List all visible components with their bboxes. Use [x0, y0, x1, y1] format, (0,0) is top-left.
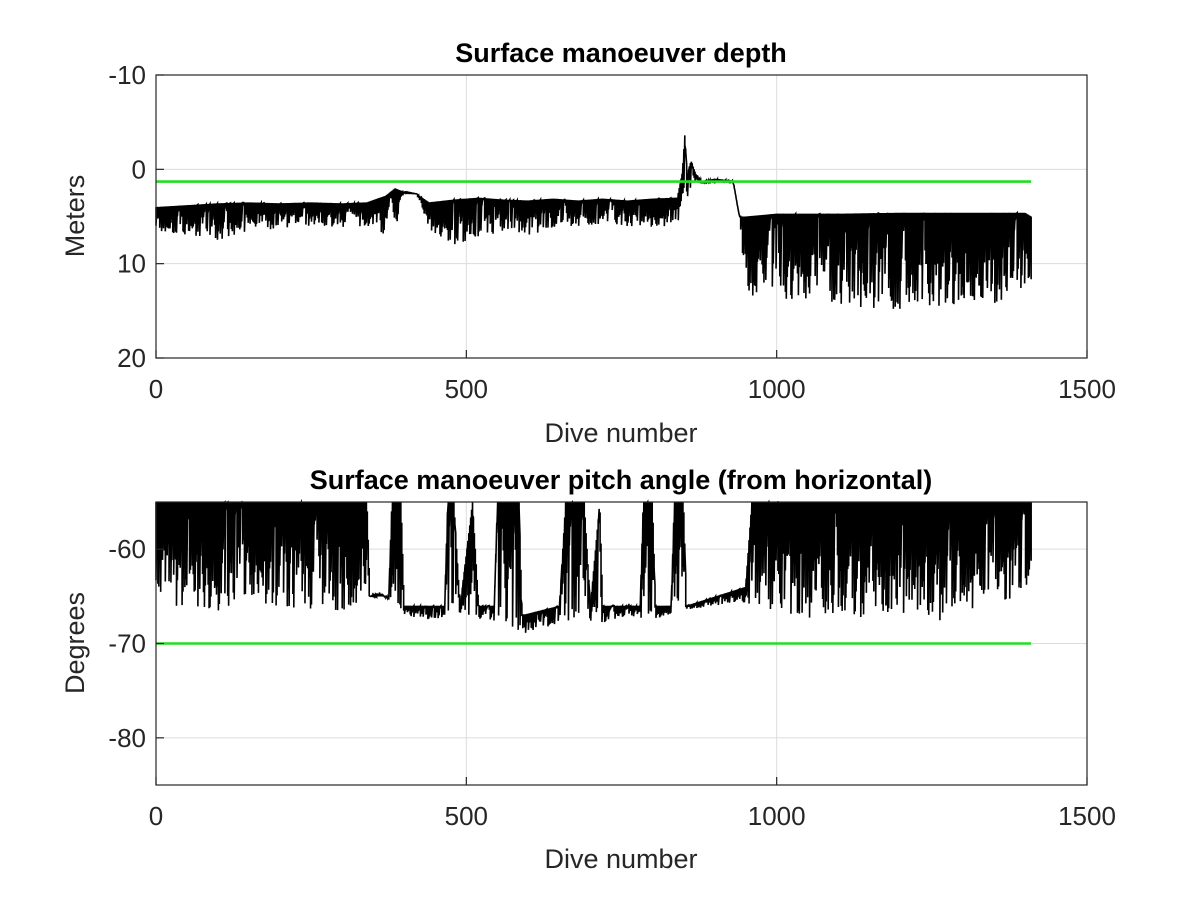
pitch-chart-title: Surface manoeuver pitch angle (from hori… [310, 465, 933, 495]
pitch-y-tick-label: -80 [108, 723, 146, 753]
pitch-y-tick-label: -70 [108, 629, 146, 659]
pitch-plot-lines [155, 498, 1032, 645]
depth-y-tick-label: 10 [117, 249, 146, 279]
depth-y-tick-label: 20 [117, 343, 146, 373]
depth-x-tick-label: 500 [445, 374, 488, 404]
depth-axes: 0 500 1000 1500 -10 0 10 20 Surface manoeuver d… [60, 38, 1116, 448]
pitch-axes: 0 500 1000 1500 -60 -70 -80 Surface manoeuver … [60, 465, 1116, 874]
depth-axes-box [155, 74, 1088, 359]
depth-x-tick-label: 0 [149, 374, 163, 404]
depth-chart-title: Surface manoeuver depth [455, 38, 787, 68]
pitch-x-tick-label: 1000 [748, 801, 806, 831]
pitch-y-tick-label: -60 [108, 534, 146, 564]
pitch-x-tick-label: 500 [445, 801, 488, 831]
pitch-x-tick-label: 1500 [1058, 801, 1116, 831]
depth-ticks: 0 500 1000 1500 -10 0 10 20 [108, 60, 1116, 404]
pitch-y-axis-label: Degrees [60, 592, 90, 694]
depth-x-axis-label: Dive number [544, 418, 697, 448]
pitch-trace-line [155, 498, 1032, 633]
depth-plot-lines [155, 135, 1032, 309]
depth-x-tick-label: 1500 [1058, 374, 1116, 404]
depth-y-tick-label: 0 [132, 154, 146, 184]
pitch-ticks: 0 500 1000 1500 -60 -70 -80 [108, 534, 1116, 831]
pitch-x-axis-label: Dive number [544, 844, 697, 874]
pitch-x-tick-label: 0 [149, 801, 163, 831]
depth-x-tick-label: 1000 [748, 374, 806, 404]
depth-trace-line [155, 135, 1032, 309]
depth-y-tick-label: -10 [108, 60, 146, 90]
depth-y-axis-label: Meters [60, 175, 90, 258]
